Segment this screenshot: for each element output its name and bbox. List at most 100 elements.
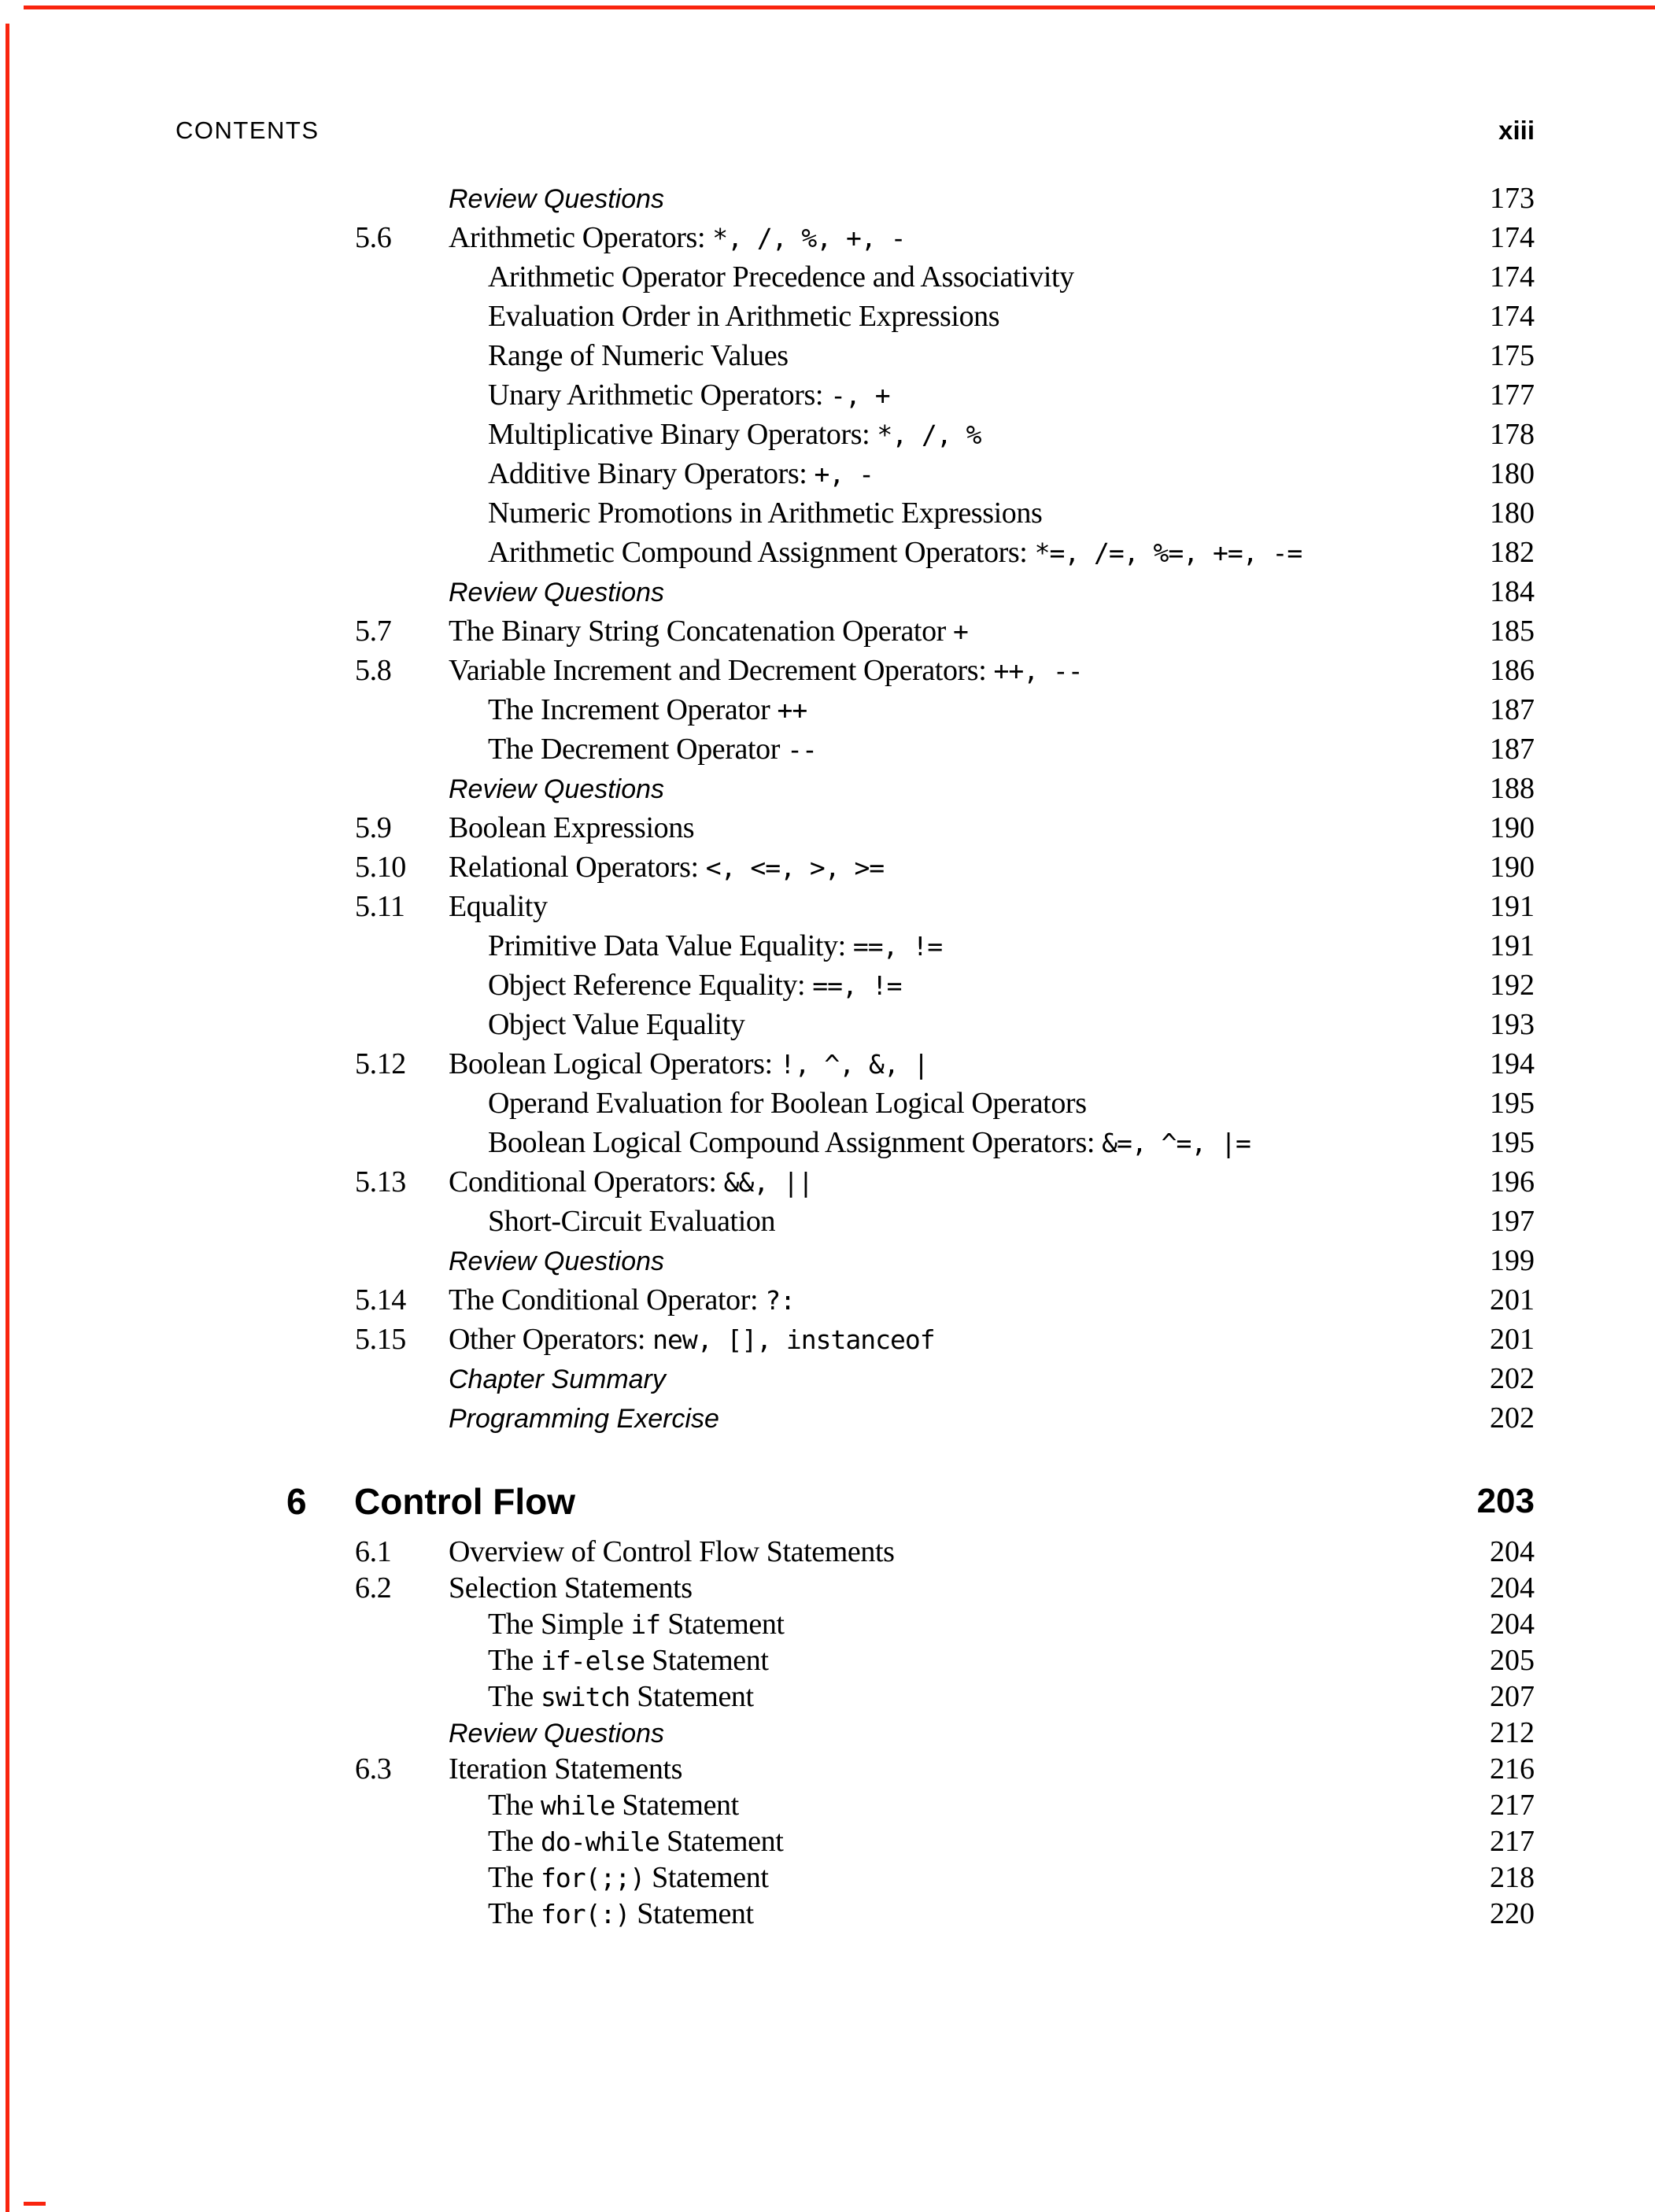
entry-title: Programming Exercise xyxy=(449,1398,719,1438)
entry-title: The for(;;) Statement xyxy=(488,1859,769,1896)
entry-title: Review Questions xyxy=(449,769,664,809)
toc-row: Short-Circuit Evaluation 197 xyxy=(355,1202,1535,1241)
entry-title: Chapter Summary xyxy=(449,1359,666,1399)
toc-row: Chapter Summary 202 xyxy=(355,1359,1535,1398)
entry-text: Primitive Data Value Equality: xyxy=(488,929,853,962)
entry-text: Unary Arithmetic Operators: xyxy=(488,379,831,412)
toc-row: 6.3 Iteration Statements 216 xyxy=(355,1751,1535,1787)
entry-text: Relational Operators: xyxy=(449,851,706,884)
entry-text: Chapter Summary xyxy=(449,1364,666,1394)
entry-title: Boolean Logical Operators: !, ^, &, | xyxy=(449,1044,929,1084)
entry-text: Short-Circuit Evaluation xyxy=(488,1205,776,1238)
entry-title: The if-else Statement xyxy=(488,1642,769,1679)
page-number: 191 xyxy=(1490,929,1535,962)
entry-title: The Decrement Operator -- xyxy=(488,729,818,770)
entry-title: Iteration Statements xyxy=(449,1751,682,1787)
page-number: 187 xyxy=(1490,693,1535,726)
entry-text: Arithmetic Operators: xyxy=(449,221,713,254)
section-number: 5.15 xyxy=(355,1323,406,1356)
page-number: 193 xyxy=(1490,1008,1535,1041)
toc-row: 5.13 Conditional Operators: &&, || 196 xyxy=(355,1162,1535,1202)
entry-title: The do-while Statement xyxy=(488,1823,784,1860)
page-number: 217 xyxy=(1490,1789,1535,1822)
entry-text: Statement xyxy=(630,1680,754,1713)
code-text: *, /, % xyxy=(877,419,981,450)
page-number: 195 xyxy=(1490,1126,1535,1159)
section-number: 5.7 xyxy=(355,615,392,648)
entry-title: Short-Circuit Evaluation xyxy=(488,1202,775,1241)
entry-title: Boolean Logical Compound Assignment Oper… xyxy=(488,1123,1251,1163)
section-number: 5.8 xyxy=(355,654,392,687)
entry-text: Review Questions xyxy=(449,1719,665,1749)
page-number: 218 xyxy=(1490,1861,1535,1894)
section-number: 5.9 xyxy=(355,811,392,844)
entry-text: The Binary String Concatenation Operator xyxy=(449,615,954,648)
toc-chapter6-entries: 6.1 Overview of Control Flow Statements 20… xyxy=(355,1534,1535,1932)
entry-title: The Increment Operator ++ xyxy=(488,690,807,730)
toc-row: Unary Arithmetic Operators: -, + 177 xyxy=(355,375,1535,415)
chapter-title: Control Flow xyxy=(354,1481,576,1522)
entry-text: The xyxy=(488,1825,541,1858)
toc-row: The do-while Statement 217 xyxy=(355,1823,1535,1859)
toc-row: 5.10 Relational Operators: <, <=, >, >= 19… xyxy=(355,848,1535,887)
entry-text: Statement xyxy=(645,1644,769,1677)
code-text: ++ xyxy=(777,695,807,726)
entry-title: Arithmetic Operator Precedence and Assoc… xyxy=(488,257,1074,297)
toc-row: The switch Statement 207 xyxy=(355,1678,1535,1715)
entry-text: Selection Statements xyxy=(449,1571,693,1605)
code-text: !, ^, &, | xyxy=(779,1049,929,1080)
page-number: 195 xyxy=(1490,1087,1535,1120)
entry-text: Statement xyxy=(645,1861,769,1894)
crop-mark-top xyxy=(24,6,1655,9)
toc-row: Evaluation Order in Arithmetic Expressio… xyxy=(355,297,1535,336)
entry-text: Review Questions xyxy=(449,578,665,607)
entry-title: Overview of Control Flow Statements xyxy=(449,1534,895,1570)
page-number: 192 xyxy=(1490,969,1535,1002)
entry-title: Relational Operators: <, <=, >, >= xyxy=(449,848,885,888)
entry-text: Arithmetic Operator Precedence and Assoc… xyxy=(488,260,1074,294)
entry-title: The Conditional Operator: ?: xyxy=(449,1280,796,1320)
toc-row: 5.14 The Conditional Operator: ?: 201 xyxy=(355,1280,1535,1320)
code-text: -, + xyxy=(830,380,890,411)
entry-text: Numeric Promotions in Arithmetic Express… xyxy=(488,497,1043,530)
header-contents-label: CONTENTS xyxy=(175,116,320,144)
entry-title: Review Questions xyxy=(449,179,664,219)
code-text: +, - xyxy=(814,459,874,489)
entry-title: Numeric Promotions in Arithmetic Express… xyxy=(488,493,1043,533)
toc-row: Operand Evaluation for Boolean Logical O… xyxy=(355,1084,1535,1123)
entry-text: The xyxy=(488,1644,541,1677)
header-page-roman-numeral: xiii xyxy=(1498,116,1535,145)
page-number: 180 xyxy=(1490,457,1535,490)
entry-text: Operand Evaluation for Boolean Logical O… xyxy=(488,1087,1087,1120)
entry-text: The xyxy=(488,1897,541,1930)
entry-text: Statement xyxy=(659,1825,784,1858)
page-number: 188 xyxy=(1490,772,1535,805)
entry-text: Iteration Statements xyxy=(449,1752,682,1785)
toc-row: Review Questions 188 xyxy=(355,769,1535,808)
entry-text: Review Questions xyxy=(449,184,665,214)
page-number: 194 xyxy=(1490,1047,1535,1080)
page-number: 180 xyxy=(1490,497,1535,530)
page-number: 216 xyxy=(1490,1752,1535,1785)
entry-text: The Conditional Operator: xyxy=(449,1283,766,1316)
toc-row: 5.7 The Binary String Concatenation Opera… xyxy=(355,611,1535,651)
entry-text: Review Questions xyxy=(449,1246,665,1276)
entry-title: Evaluation Order in Arithmetic Expressio… xyxy=(488,297,1000,336)
entry-text: The xyxy=(488,1680,541,1713)
page-number: 205 xyxy=(1490,1644,1535,1677)
chapter-heading: 6 Control Flow 203 xyxy=(286,1478,1535,1525)
entry-text: Review Questions xyxy=(449,774,665,804)
crop-mark-bottom xyxy=(24,2202,46,2206)
entry-title: Variable Increment and Decrement Operato… xyxy=(449,651,1084,691)
code-text: for(;;) xyxy=(540,1863,645,1893)
code-text: ++, -- xyxy=(993,655,1083,686)
entry-text: Programming Exercise xyxy=(449,1404,719,1434)
page-number: 174 xyxy=(1490,221,1535,254)
entry-title: Unary Arithmetic Operators: -, + xyxy=(488,375,891,415)
entry-title: Review Questions xyxy=(449,1715,664,1752)
toc-row: The Decrement Operator -- 187 xyxy=(355,729,1535,769)
section-number: 5.13 xyxy=(355,1165,406,1198)
toc-row: Boolean Logical Compound Assignment Oper… xyxy=(355,1123,1535,1162)
page-number: 204 xyxy=(1490,1571,1535,1605)
